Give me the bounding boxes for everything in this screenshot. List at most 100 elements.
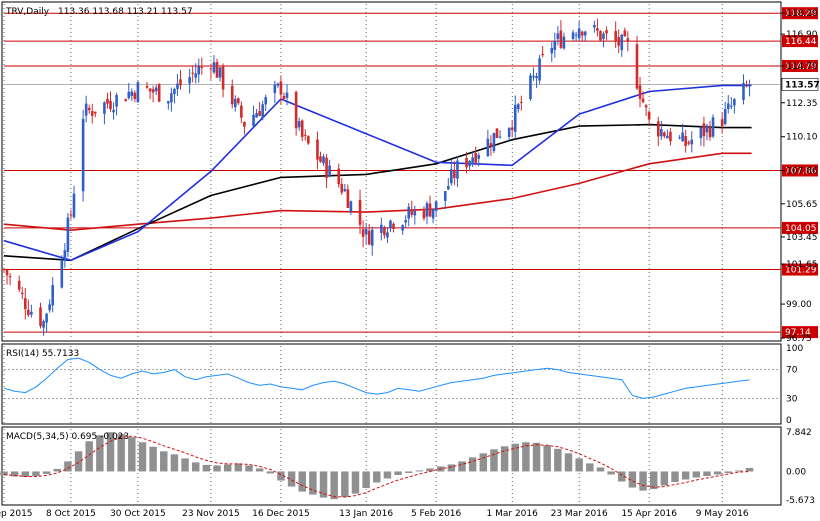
candle-body (303, 134, 307, 136)
level-label: 107.86 (785, 166, 817, 176)
candle-body (660, 129, 663, 137)
candle-body (340, 184, 344, 193)
current-price-label-bg (781, 78, 819, 91)
candle-body (346, 189, 350, 208)
candle-body (404, 220, 407, 223)
candle-body (510, 127, 514, 131)
candle-body (93, 111, 97, 114)
candle-body (27, 309, 30, 316)
candle-body (407, 206, 411, 219)
macd-bar (149, 446, 157, 472)
candle-body (51, 285, 54, 306)
candle-body (209, 68, 213, 70)
candle-body (349, 201, 353, 212)
level-label-bg (782, 164, 818, 177)
macd-tick-label: -5.673 (786, 496, 815, 506)
macd-bar (287, 471, 296, 487)
candles (2, 18, 751, 336)
candle-body (127, 91, 131, 99)
candle-body (115, 95, 118, 107)
candle-body (255, 113, 258, 118)
candle-body (237, 98, 240, 104)
candle-body (720, 119, 724, 127)
macd-bar (554, 448, 562, 472)
time-axis: 16 Sep 2015 8 Oct 2015 30 Oct 2015 23 Nov 2… (0, 509, 749, 519)
ohlc-label: 113.36 113.68 113.21 113.57 (58, 7, 193, 17)
macd-bar (383, 471, 392, 479)
candle-body (200, 66, 204, 68)
macd-bar (351, 471, 360, 494)
candle-body (705, 125, 709, 133)
candle-body (389, 220, 392, 229)
macd-bar (117, 434, 125, 472)
level-label: 104.05 (785, 224, 817, 234)
time-tick-label: 1 Mar 2016 (487, 509, 539, 519)
candle-body (492, 132, 496, 152)
macd-bar (458, 461, 466, 472)
macd-signal-line (3, 435, 750, 498)
candle-body (413, 210, 417, 216)
price-tick-label: 101.65 (786, 260, 818, 270)
candle-body (623, 30, 627, 37)
macd-indicator: -5.673 0.00 7.842 (0, 428, 815, 506)
rsi-line (3, 357, 750, 399)
candle-body (666, 135, 669, 139)
candle-body (520, 101, 523, 103)
candle-body (24, 298, 27, 310)
macd-bar (85, 441, 93, 472)
time-tick-label: 23 Mar 2016 (551, 509, 608, 519)
candle-body (453, 170, 456, 178)
macd-bar (21, 471, 30, 477)
macd-bar (564, 453, 573, 472)
candle-body (556, 33, 560, 40)
candle-body (574, 34, 578, 36)
macd-bar (319, 471, 328, 498)
candle-body (380, 224, 383, 233)
candle-body (215, 61, 219, 78)
macd-bar (649, 471, 658, 490)
macd-bar (373, 471, 381, 483)
candle-body (465, 157, 468, 168)
candle-body (748, 84, 751, 87)
candle-body (602, 33, 605, 39)
candle-body (258, 111, 261, 116)
macd-bar (479, 453, 488, 472)
macd-bar (586, 463, 594, 472)
candle-body (723, 109, 727, 125)
level-label-bg (782, 59, 818, 72)
level-label-bg (782, 7, 818, 20)
candle-body (730, 105, 733, 107)
candle-body (48, 304, 51, 311)
macd-bar (511, 443, 519, 472)
candle-body (477, 155, 481, 159)
macd-bar (522, 442, 530, 472)
candle-body (541, 54, 544, 56)
candle-body (130, 91, 134, 96)
candle-body (252, 115, 255, 127)
ma-fast-line (3, 84, 752, 262)
time-tick-label: 15 Apr 2016 (621, 509, 677, 519)
candle-body (702, 123, 706, 137)
candle-body (599, 30, 602, 41)
candle-body (276, 83, 280, 86)
main-panel-frame (1, 1, 782, 342)
candle-body (218, 67, 222, 78)
candle-body (30, 311, 33, 315)
macd-bar (128, 437, 136, 472)
candle-body (8, 276, 12, 278)
price-tick-label: 99.00 (786, 300, 812, 310)
level-label-bg (782, 221, 818, 234)
symbol-label: TRV,Daily (5, 7, 50, 17)
ma-mid-line (3, 123, 752, 262)
macd-bar (330, 471, 338, 500)
candle-body (690, 139, 694, 145)
level-label: 116.44 (785, 37, 817, 47)
candle-body (84, 103, 88, 116)
candle-body (605, 30, 608, 34)
candle-body (307, 136, 310, 144)
price-tick-label: 103.45 (786, 233, 818, 243)
candle-body (620, 34, 624, 51)
rsi-tick-label: 30 (786, 394, 798, 404)
candle-body (669, 131, 672, 142)
candle-body (20, 292, 24, 295)
